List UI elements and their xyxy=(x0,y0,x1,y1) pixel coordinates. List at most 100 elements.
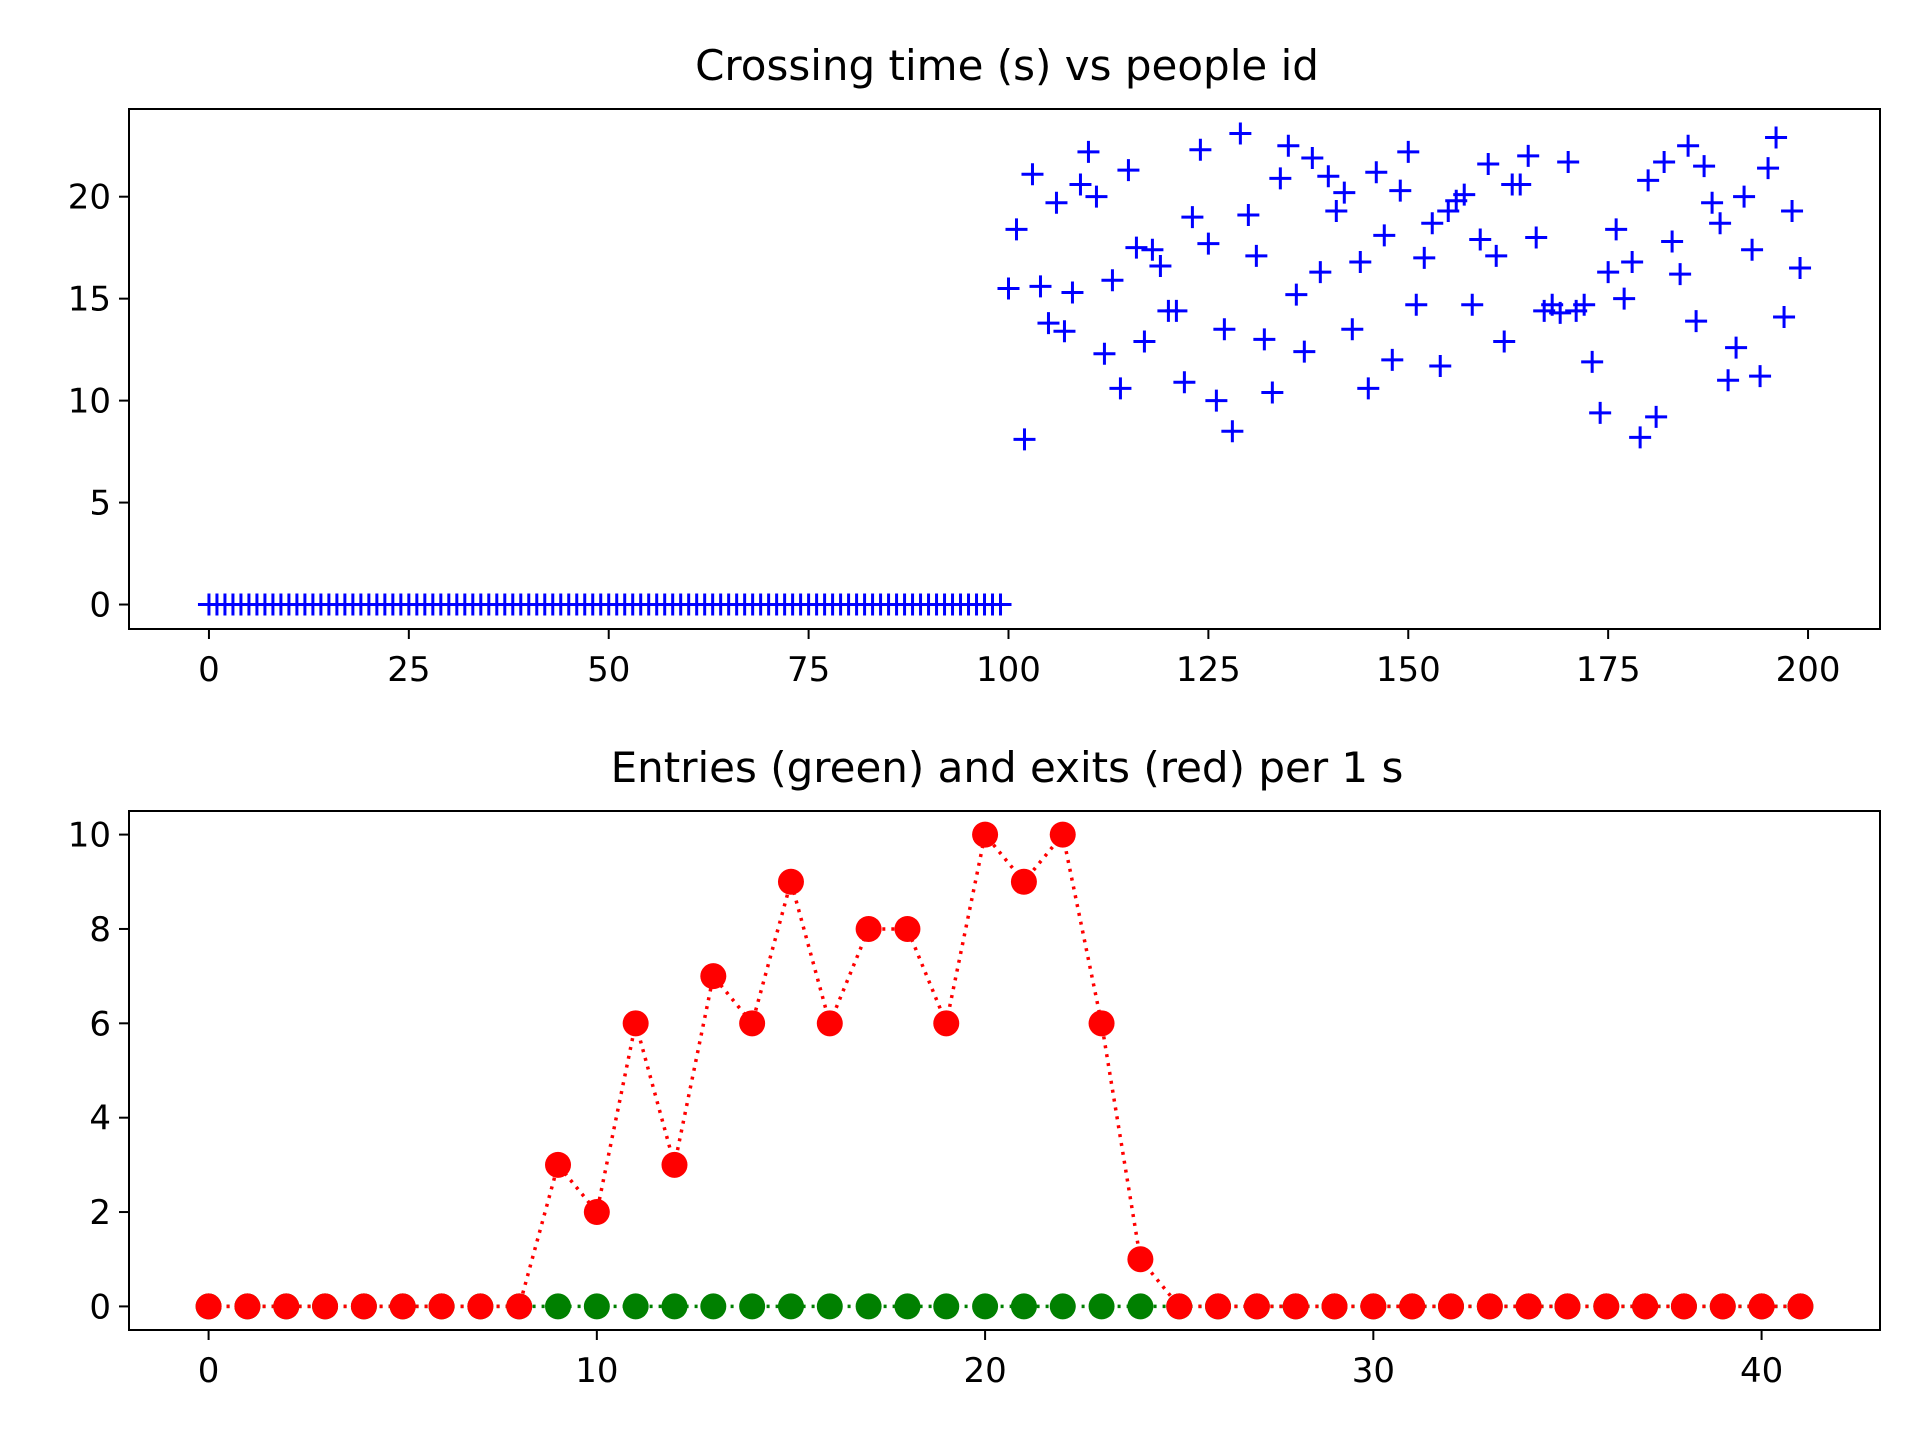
data-point-entries xyxy=(777,1293,804,1320)
scatter-point xyxy=(1613,287,1636,310)
data-point-exits xyxy=(1554,1293,1581,1320)
scatter-point xyxy=(1493,330,1516,353)
scatter-point xyxy=(1669,263,1692,286)
scatter-point xyxy=(1301,146,1324,169)
data-point-exits xyxy=(389,1293,416,1320)
scatter-point xyxy=(1693,155,1716,178)
data-point-entries xyxy=(661,1293,688,1320)
scatter-point xyxy=(1285,283,1308,306)
data-point-entries xyxy=(933,1293,960,1320)
x-tick-label: 75 xyxy=(787,650,830,690)
data-point-exits xyxy=(1010,868,1037,895)
x-tick-label: 10 xyxy=(575,1351,618,1391)
chart-title: Entries (green) and exits (red) per 1 s xyxy=(611,743,1404,792)
scatter-point xyxy=(1333,181,1356,204)
y-tick-label: 6 xyxy=(89,1004,111,1044)
data-point-exits xyxy=(1243,1293,1270,1320)
scatter-point xyxy=(1525,226,1548,249)
data-point-entries xyxy=(972,1293,999,1320)
x-tick-label: 40 xyxy=(1740,1351,1783,1391)
y-tick-label: 8 xyxy=(89,910,111,950)
scatter-point xyxy=(1117,159,1140,182)
data-point-exits xyxy=(312,1293,339,1320)
x-tick-label: 25 xyxy=(387,650,430,690)
data-point-entries xyxy=(816,1293,843,1320)
scatter-point xyxy=(1781,199,1804,222)
scatter-point xyxy=(1621,250,1644,273)
x-tick-label: 20 xyxy=(963,1351,1006,1391)
chart-crossing-time: Crossing time (s) vs people id 0 25 50 75 10… xyxy=(68,41,1881,690)
data-point-exits xyxy=(1709,1293,1736,1320)
scatter-point xyxy=(1053,320,1076,343)
y-tick-label: 4 xyxy=(89,1099,111,1139)
scatter-point xyxy=(1557,151,1580,174)
data-point-exits xyxy=(1049,821,1076,848)
scatter-point xyxy=(1717,369,1740,392)
scatter-point xyxy=(1597,261,1620,284)
scatter-point xyxy=(1021,163,1044,186)
scatter-point xyxy=(1661,230,1684,253)
scatter-point xyxy=(1517,144,1540,167)
scatter-point xyxy=(1141,238,1164,261)
scatter-point xyxy=(1197,232,1220,255)
scatter-point xyxy=(1325,199,1348,222)
scatter-point xyxy=(1229,122,1252,145)
scatter-point xyxy=(1773,306,1796,328)
scatter-point xyxy=(1645,405,1668,428)
data-point-exits xyxy=(467,1293,494,1320)
data-point-exits xyxy=(933,1010,960,1037)
data-point-exits xyxy=(777,868,804,895)
scatter-point xyxy=(1029,275,1052,298)
scatter-point xyxy=(1109,377,1132,400)
data-point-exits xyxy=(195,1293,222,1320)
data-point-exits xyxy=(894,915,921,942)
data-point-entries xyxy=(1127,1293,1154,1320)
scatter-point xyxy=(1069,173,1092,196)
data-point-entries xyxy=(894,1293,921,1320)
x-tick-label: 200 xyxy=(1776,650,1841,690)
y-tick-label: 15 xyxy=(68,280,111,320)
plot-area: 0 25 50 75 100 125 150 175 200 0 5 10 15 20 xyxy=(68,122,1841,690)
scatter-point xyxy=(1045,191,1068,214)
scatter-point xyxy=(1605,218,1628,241)
scatter-point xyxy=(1085,185,1108,208)
scatter-point xyxy=(1213,318,1236,341)
scatter-point xyxy=(1189,138,1212,161)
plot-area: 0 10 20 30 40 0 2 4 6 8 10 xyxy=(68,816,1814,1391)
scatter-point xyxy=(1469,228,1492,251)
scatter-point xyxy=(1725,336,1748,359)
data-point-exits xyxy=(1399,1293,1426,1320)
scatter-point xyxy=(1077,140,1100,163)
scatter-point xyxy=(1253,328,1276,351)
data-point-exits xyxy=(1787,1293,1814,1320)
scatter-point xyxy=(1221,420,1244,443)
scatter-point xyxy=(1581,350,1604,373)
data-point-exits xyxy=(1437,1293,1464,1320)
scatter-point xyxy=(1749,365,1772,388)
scatter-point xyxy=(1349,250,1372,273)
data-point-exits xyxy=(1670,1293,1697,1320)
data-point-exits xyxy=(1360,1293,1387,1320)
scatter-point xyxy=(1741,238,1764,261)
scatter-point xyxy=(1757,157,1780,180)
scatter-point xyxy=(1461,293,1484,316)
y-tick-label: 5 xyxy=(89,484,111,524)
scatter-point xyxy=(1293,340,1316,363)
scatter-point xyxy=(1549,301,1572,324)
scatter-point xyxy=(1685,310,1708,333)
data-point-exits xyxy=(622,1010,649,1037)
data-point-entries xyxy=(583,1293,610,1320)
scatter-point xyxy=(1421,212,1444,235)
y-tick-label: 20 xyxy=(68,178,111,218)
scatter-point xyxy=(1205,389,1228,412)
scatter-point xyxy=(1677,134,1700,157)
y-tick-label: 10 xyxy=(68,816,111,856)
scatter-point xyxy=(1709,212,1732,235)
scatter-point xyxy=(1397,140,1420,163)
x-tick-label: 0 xyxy=(198,650,220,690)
scatter-point xyxy=(1405,293,1428,316)
scatter-point xyxy=(1485,244,1508,267)
scatter-point xyxy=(1629,426,1652,449)
scatter-point xyxy=(1309,261,1332,284)
